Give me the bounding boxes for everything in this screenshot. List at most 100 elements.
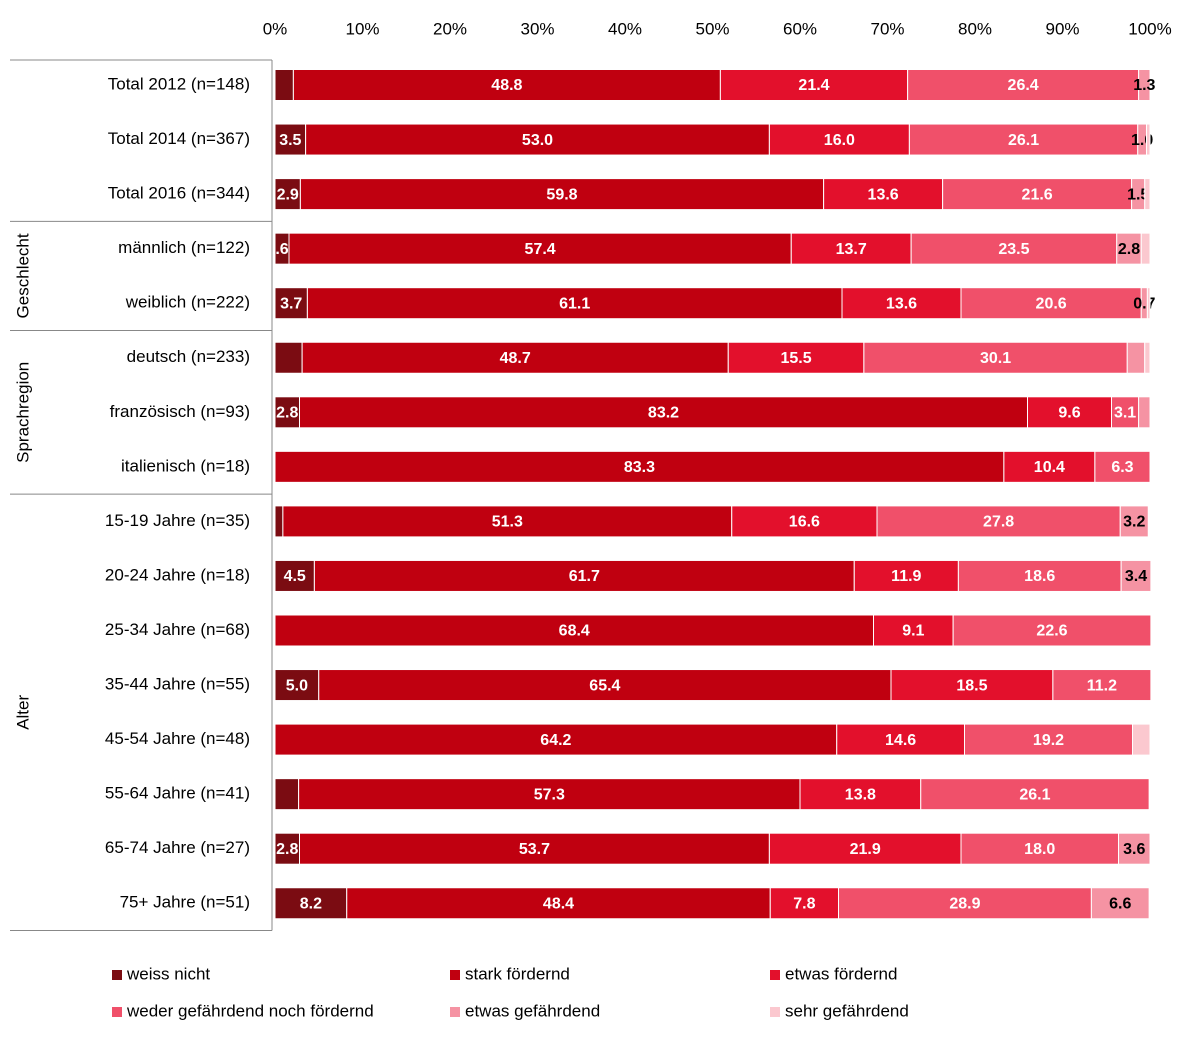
bar-segment <box>1094 450 1151 483</box>
data-label: 16.6 <box>789 514 820 531</box>
data-label: 3.6 <box>1123 841 1145 858</box>
x-tick-label: 0% <box>263 19 288 38</box>
category-label: 55-64 Jahre (n=41) <box>105 784 250 803</box>
x-tick-label: 30% <box>520 19 554 38</box>
data-label: 61.7 <box>569 568 600 585</box>
data-label: 9.6 <box>1058 405 1080 422</box>
bar-segment <box>1138 396 1151 429</box>
data-label: 9.1 <box>902 623 924 640</box>
data-label: 51.3 <box>492 514 523 531</box>
data-label: 61.1 <box>559 295 590 312</box>
bar-segment <box>908 123 1139 156</box>
data-label: 83.3 <box>624 459 655 476</box>
data-label: 26.1 <box>1019 786 1050 803</box>
bar-segment <box>305 123 770 156</box>
data-label: 64.2 <box>540 732 571 749</box>
x-tick-label: 80% <box>958 19 992 38</box>
bar-segment <box>790 232 912 265</box>
bar-segment <box>274 887 348 920</box>
bar-segment <box>731 505 878 538</box>
data-label: 3.2 <box>1123 514 1145 531</box>
bar-segment <box>1140 232 1151 265</box>
category-label: 75+ Jahre (n=51) <box>120 893 250 912</box>
legend-label: weder gefährdend noch fördernd <box>126 1001 374 1020</box>
data-label: 18.5 <box>956 677 987 694</box>
bar-segment <box>274 69 294 101</box>
bar-segment <box>346 887 771 920</box>
legend-swatch <box>112 970 122 980</box>
bar-segment <box>292 69 721 101</box>
data-label: 2.8 <box>1118 241 1140 258</box>
data-label: 13.8 <box>845 786 876 803</box>
data-label: 48.7 <box>500 350 531 367</box>
category-label: französisch (n=93) <box>110 402 250 421</box>
bar-segment <box>298 778 801 811</box>
bar-segment <box>942 178 1133 211</box>
data-label: 13.7 <box>836 241 867 258</box>
data-label: 65.4 <box>589 677 620 694</box>
x-tick-label: 60% <box>783 19 817 38</box>
bar-segment <box>1120 559 1152 592</box>
bar-segment <box>768 123 910 156</box>
bar-segment <box>1144 341 1151 374</box>
bar-segment <box>920 778 1150 811</box>
bar-segment <box>768 832 962 865</box>
bar-segment <box>863 341 1128 374</box>
bar-segment <box>1132 723 1151 756</box>
bar-segment <box>799 778 922 811</box>
bar-segment <box>873 614 954 647</box>
bar-segment <box>274 341 303 374</box>
bar-segment <box>274 778 300 811</box>
category-label: italienisch (n=18) <box>121 456 250 475</box>
data-label: 3.5 <box>279 132 301 149</box>
data-label: 14.6 <box>885 732 916 749</box>
data-label: 18.0 <box>1024 841 1055 858</box>
bar-segment <box>318 669 892 702</box>
legend-label: weiss nicht <box>126 964 210 983</box>
bar-segment <box>274 505 284 538</box>
bar-segment <box>1118 832 1151 865</box>
bar-segment <box>957 559 1122 592</box>
group-label: Sprachregion <box>13 362 32 463</box>
data-label: 2.8 <box>276 405 298 422</box>
category-label: männlich (n=122) <box>118 238 250 257</box>
category-label: Total 2014 (n=367) <box>108 129 250 148</box>
bar-segment <box>274 614 874 647</box>
x-tick-label: 90% <box>1045 19 1079 38</box>
data-label: 13.6 <box>886 295 917 312</box>
data-label: 21.9 <box>850 841 881 858</box>
x-tick-label: 100% <box>1128 19 1171 38</box>
legend-label: stark fördernd <box>465 964 570 983</box>
legend-swatch <box>770 970 780 980</box>
bar-segment <box>1111 396 1140 429</box>
x-tick-label: 10% <box>345 19 379 38</box>
bar-segment <box>960 832 1119 865</box>
bar-segment <box>823 178 944 211</box>
bar-segment <box>1146 123 1151 156</box>
bar-segment <box>964 723 1133 756</box>
category-label: 20-24 Jahre (n=18) <box>105 565 250 584</box>
bar-segment <box>274 832 300 865</box>
group-label: Alter <box>13 695 32 730</box>
x-tick-label: 50% <box>695 19 729 38</box>
data-label: 3.7 <box>280 295 302 312</box>
data-label: 0.7 <box>1133 295 1155 312</box>
data-label: 26.4 <box>1008 77 1039 94</box>
bar-segment <box>274 559 315 592</box>
group-label: Geschlecht <box>13 233 32 318</box>
bar-segment <box>1027 396 1112 429</box>
category-label: weiblich (n=222) <box>125 293 250 312</box>
bar-segment <box>1144 178 1151 211</box>
data-label: 48.8 <box>491 77 522 94</box>
bar-segment <box>952 614 1152 647</box>
bar-segment <box>1090 887 1150 920</box>
category-label: 45-54 Jahre (n=48) <box>105 729 250 748</box>
bar-segment <box>836 723 965 756</box>
bar-segment <box>274 723 838 756</box>
bar-segment <box>838 887 1092 920</box>
data-label: 53.0 <box>522 132 553 149</box>
legend-label: etwas fördernd <box>785 964 897 983</box>
x-tick-label: 70% <box>870 19 904 38</box>
category-label: 65-74 Jahre (n=27) <box>105 838 250 857</box>
bar-segment <box>301 341 729 374</box>
